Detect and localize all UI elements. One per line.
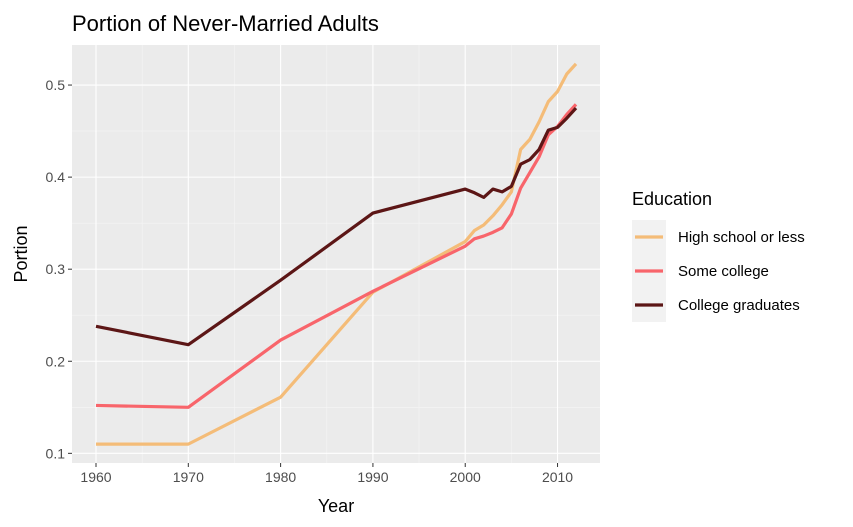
x-tick-label: 1970 bbox=[173, 469, 204, 485]
legend-label-college-graduates: College graduates bbox=[678, 297, 800, 314]
plot-panel bbox=[72, 45, 600, 463]
x-axis-ticks: 1960 1970 1980 1990 2000 2010 bbox=[80, 463, 573, 485]
y-tick-label: 0.1 bbox=[46, 445, 66, 461]
x-tick-label: 2000 bbox=[450, 469, 481, 485]
y-tick-label: 0.3 bbox=[46, 261, 66, 277]
legend: Education High school or less Some colleg… bbox=[632, 189, 805, 322]
x-tick-label: 1960 bbox=[80, 469, 111, 485]
x-tick-label: 1980 bbox=[265, 469, 296, 485]
series-line-some-college bbox=[95, 103, 578, 409]
series-lines bbox=[95, 62, 578, 446]
legend-title: Education bbox=[632, 189, 712, 209]
y-tick-label: 0.4 bbox=[46, 169, 66, 185]
y-axis-ticks: 0.1 0.2 0.3 0.4 0.5 bbox=[46, 77, 72, 461]
series-line-college-graduates bbox=[95, 106, 578, 347]
x-tick-label: 2010 bbox=[542, 469, 573, 485]
y-tick-label: 0.5 bbox=[46, 77, 66, 93]
legend-label-high-school-or-less: High school or less bbox=[678, 229, 805, 246]
y-tick-label: 0.2 bbox=[46, 353, 66, 369]
legend-items: High school or less Some college College g… bbox=[632, 220, 805, 322]
y-axis-title: Portion bbox=[11, 225, 31, 282]
x-axis-title: Year bbox=[318, 496, 354, 516]
chart-title: Portion of Never-Married Adults bbox=[72, 11, 379, 36]
x-tick-label: 1990 bbox=[357, 469, 388, 485]
legend-label-some-college: Some college bbox=[678, 263, 769, 280]
series-line-high-school-or-less bbox=[96, 62, 578, 446]
major-gridlines bbox=[72, 45, 600, 463]
